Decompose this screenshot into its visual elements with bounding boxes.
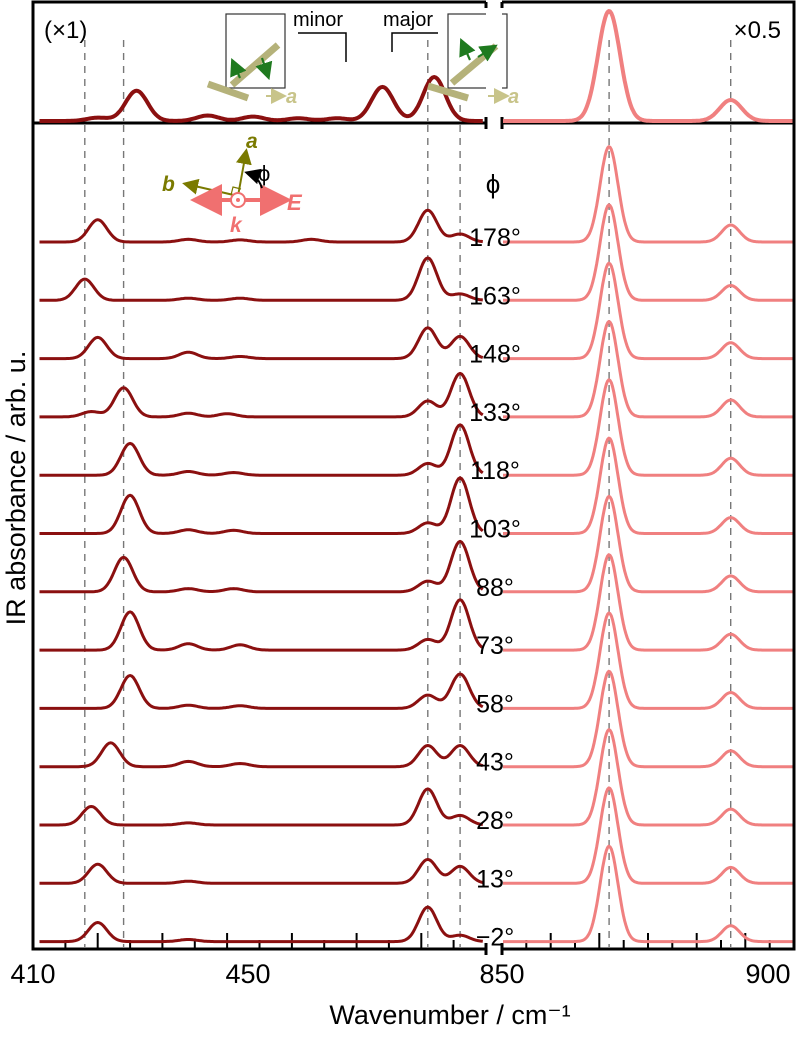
spectrum-right (502, 494, 793, 594)
phi-column-header: ϕ (486, 169, 501, 199)
left-multiplier: (×1) (44, 17, 87, 44)
y-axis-title: IR absorbance / arb. u. (1, 351, 31, 626)
angle-label: 73° (476, 632, 514, 660)
angle-labels: 178° 163° 148° 133° 118° 103° 88° 73° 58° 43° 28° 1… (469, 224, 521, 952)
angle-label: 178° (469, 224, 521, 252)
right-multiplier: ×0.5 (734, 17, 781, 44)
angle-label: 58° (476, 690, 514, 718)
k-vector-dot (236, 198, 240, 202)
minor-mode-label: minor (293, 9, 343, 31)
major-pointer (391, 32, 438, 52)
angle-label: 43° (476, 749, 514, 777)
inset-a-label: a (508, 86, 519, 108)
vector-arrow (255, 57, 273, 81)
top-spectrum-right (502, 9, 794, 123)
spectrum-left (39, 787, 484, 827)
polarization-diagram: a b ϕ E k (162, 130, 303, 237)
major-mode-inset: a (426, 10, 519, 108)
x-tick-label: 410 (10, 959, 55, 989)
spectrum-right (502, 728, 793, 827)
spectrum-left (39, 905, 483, 944)
reference-lines (84, 40, 732, 947)
spectrum-right (502, 203, 793, 302)
top-spectrum-left (39, 75, 484, 123)
phi-symbol: ϕ (258, 161, 270, 186)
spectrum-right (502, 320, 793, 419)
plot-frames (31, 0, 796, 1033)
b-label: b (162, 173, 175, 196)
top-panel-spectra (39, 9, 794, 123)
spectrum-left (39, 539, 484, 594)
x-tick-label: 450 (225, 959, 270, 989)
minor-mode-inset: a (206, 13, 297, 108)
spectrum-left (39, 672, 484, 710)
spectrum-left (39, 371, 484, 419)
E-label: E (287, 190, 303, 215)
spectrum-left (39, 857, 484, 885)
spectrum-right (502, 669, 793, 769)
axis-break-gap (486, 0, 502, 1033)
spectrum-left (39, 741, 484, 769)
angle-label: 88° (476, 574, 514, 602)
angle-label: 133° (469, 399, 521, 427)
x-tick-label: 900 (745, 959, 790, 989)
spectrum-left (39, 208, 483, 244)
spectrum-right (502, 436, 793, 535)
vector-arrow (230, 57, 247, 79)
angle-label: 163° (469, 282, 521, 310)
main-panel-frame (31, 121, 796, 951)
right-angle-mark (230, 186, 242, 196)
inset-a-label: a (286, 86, 297, 108)
angle-label: 28° (476, 807, 514, 835)
a-axis-vector (235, 148, 252, 197)
spectrum-right (502, 844, 793, 944)
crystal-plane (229, 42, 281, 88)
spectrum-right (502, 145, 793, 244)
spectrum-left (39, 326, 484, 361)
major-mode-label: major (383, 9, 433, 31)
spectrum-left (39, 256, 483, 302)
k-label: k (230, 214, 243, 237)
crystal-plane (426, 82, 470, 102)
vector-arrow (459, 37, 476, 61)
x-axis-title: Wavenumber / cm⁻¹ (329, 1000, 570, 1030)
spectrum-right (502, 261, 793, 361)
x-tick-label: 850 (479, 959, 524, 989)
spectrum-right (502, 611, 793, 710)
angle-spectra (39, 145, 793, 944)
spectrum-left (39, 423, 484, 477)
spectrum-right (502, 378, 793, 477)
angle-label: −2° (476, 924, 515, 952)
angle-label: 103° (469, 516, 521, 544)
spectrum-right (502, 786, 793, 885)
a-label: a (246, 130, 258, 153)
angle-label: 148° (469, 341, 521, 369)
vector-arrow (477, 44, 498, 62)
spectrum-right (502, 553, 793, 652)
crystal-plane (206, 80, 250, 102)
spectrum-left (39, 598, 484, 652)
phi-arc (244, 168, 263, 189)
spectrum-left (39, 476, 484, 535)
b-axis-vector (182, 178, 239, 197)
x-tick-labels: 410 450 850 900 (10, 959, 790, 989)
angle-label: 118° (470, 457, 520, 485)
minor-pointer (298, 32, 347, 62)
angle-label: 13° (476, 865, 514, 893)
